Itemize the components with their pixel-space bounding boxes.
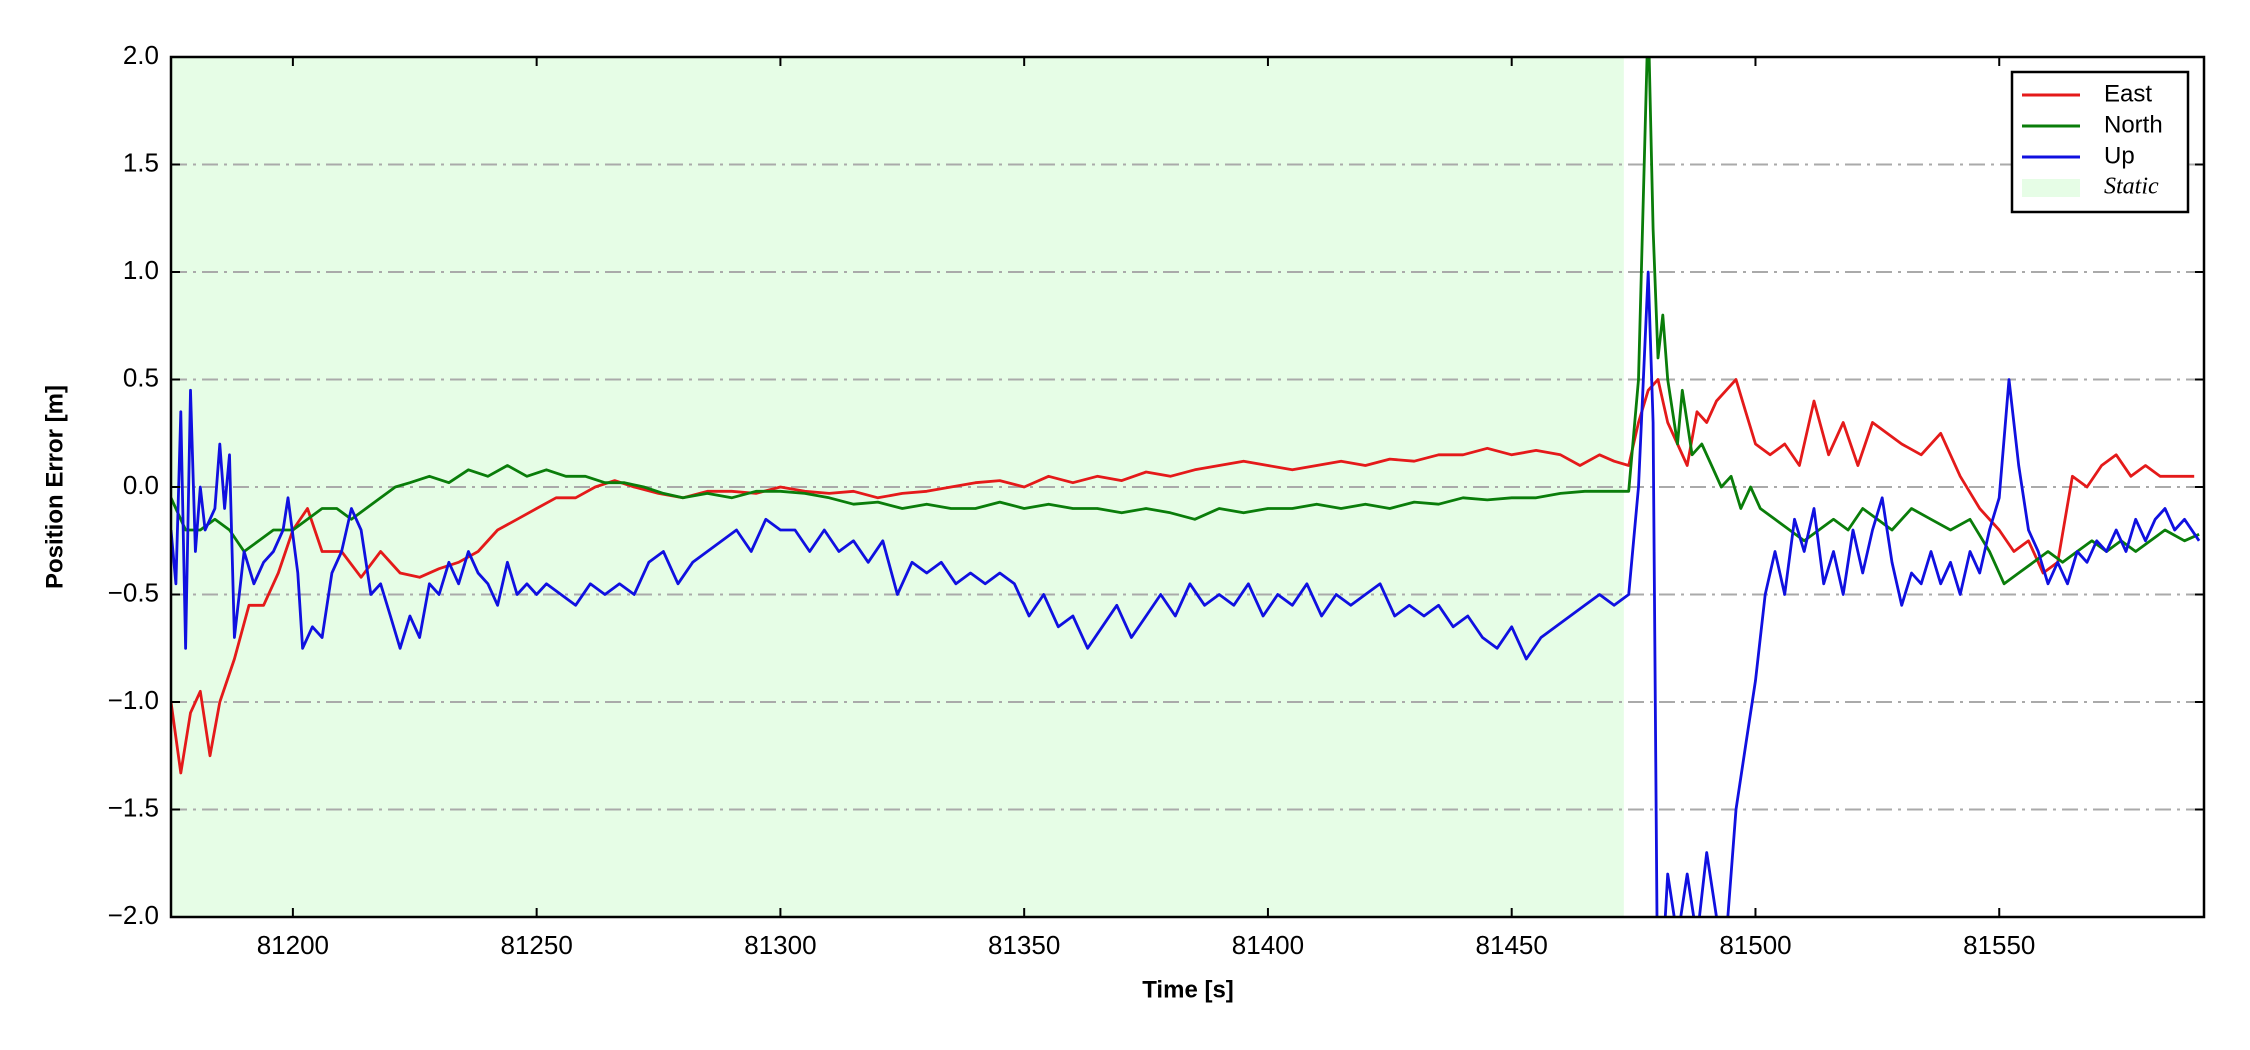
y-tick-label: 0.5 <box>123 362 159 392</box>
y-tick-label: −2.0 <box>108 900 159 930</box>
axes-layer: −2.0 −1.5 −1.0 −0.5 0.0 0.5 1.0 1.5 2.0 81200 8125… <box>108 40 2204 960</box>
plot-frame <box>169 55 2206 919</box>
legend-swatch <box>2022 179 2080 197</box>
x-tick-label: 81550 <box>1963 930 2035 960</box>
x-tick-label: 81500 <box>1719 930 1791 960</box>
y-axis-label: Position Error [m] <box>41 385 68 589</box>
series-line <box>171 270 2201 917</box>
legend-label: East <box>2104 80 2152 107</box>
legend-label: North <box>2104 111 2163 138</box>
x-tick-label: 81350 <box>988 930 1060 960</box>
x-tick-label: 81200 <box>257 930 329 960</box>
y-tick-label: 2.0 <box>123 40 159 70</box>
y-tick-label: 0.0 <box>123 470 159 500</box>
legend-label: Static <box>2104 174 2159 200</box>
y-tick-label: −1.5 <box>108 792 159 822</box>
y-tick-label: −1.0 <box>108 685 159 715</box>
x-tick-label: 81250 <box>500 930 572 960</box>
legend: East North Up Static <box>2010 70 2190 214</box>
series-line <box>171 57 2200 586</box>
x-tick-label: 81450 <box>1476 930 1548 960</box>
legend-label: Up <box>2104 142 2135 169</box>
y-tick-label: −0.5 <box>108 577 159 607</box>
x-tick-label: 81300 <box>744 930 816 960</box>
y-tick-label: 1.5 <box>123 147 159 177</box>
x-tick-label: 81400 <box>1232 930 1304 960</box>
x-axis-label: Time [s] <box>1142 976 1234 1003</box>
y-tick-label: 1.0 <box>123 255 159 285</box>
lines-layer <box>171 57 2201 917</box>
